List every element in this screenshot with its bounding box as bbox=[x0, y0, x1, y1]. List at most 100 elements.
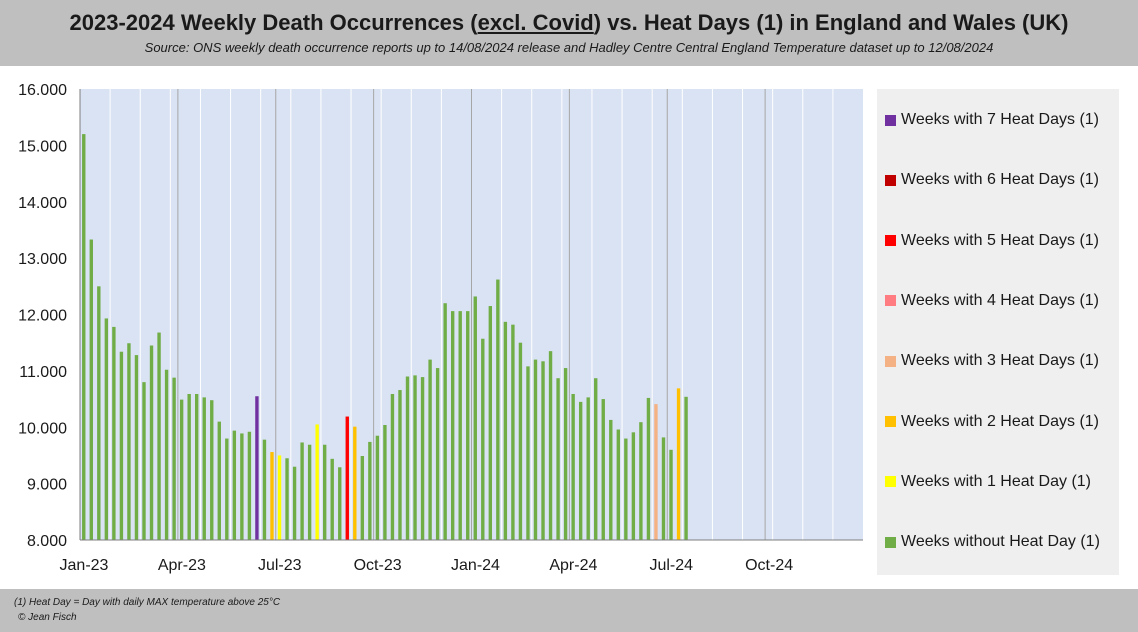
bar bbox=[232, 430, 237, 540]
legend-label: Weeks with 3 Heat Days (1) bbox=[901, 352, 1099, 370]
bar bbox=[330, 458, 334, 540]
x-tick-label: Oct-23 bbox=[354, 557, 402, 574]
bar bbox=[97, 286, 101, 540]
legend-swatch bbox=[885, 476, 896, 488]
bar bbox=[353, 426, 357, 540]
bar bbox=[654, 404, 658, 540]
bar bbox=[89, 239, 93, 541]
legend-swatch bbox=[885, 536, 896, 548]
bar bbox=[684, 396, 688, 540]
bar bbox=[315, 424, 319, 540]
bar bbox=[571, 393, 575, 540]
bar bbox=[127, 343, 131, 540]
bar bbox=[210, 400, 214, 540]
bar bbox=[112, 326, 116, 540]
y-tick-label: 10.000 bbox=[18, 420, 67, 437]
bar bbox=[428, 359, 432, 540]
legend-label: Weeks with 4 Heat Days (1) bbox=[901, 291, 1099, 309]
bar bbox=[292, 466, 297, 540]
bar bbox=[609, 419, 613, 540]
legend-swatch bbox=[885, 174, 896, 186]
bar bbox=[164, 369, 169, 540]
title-underlined-part: excl. Covid bbox=[477, 10, 594, 35]
bar bbox=[458, 311, 462, 540]
bar bbox=[435, 368, 440, 540]
bar bbox=[450, 311, 455, 540]
bar bbox=[616, 429, 621, 540]
bar bbox=[533, 359, 538, 540]
legend-swatch bbox=[885, 114, 896, 126]
x-tick-label: Apr-23 bbox=[158, 557, 206, 574]
bar bbox=[466, 311, 470, 540]
bar bbox=[240, 433, 244, 540]
legend-label: Weeks with 2 Heat Days (1) bbox=[901, 412, 1099, 430]
chart-title: 2023-2024 Weekly Death Occurrences (excl… bbox=[69, 10, 1069, 35]
bar bbox=[676, 388, 681, 540]
bar bbox=[481, 338, 485, 540]
footnote: (1) Heat Day = Day with daily MAX temper… bbox=[14, 597, 281, 608]
chart-subtitle: Source: ONS weekly death occurrence repo… bbox=[144, 40, 994, 55]
y-tick-label: 13.000 bbox=[18, 251, 67, 268]
bar bbox=[526, 366, 530, 540]
bar bbox=[277, 455, 282, 540]
x-tick-label: Apr-24 bbox=[549, 557, 597, 574]
bar bbox=[624, 438, 628, 540]
bar bbox=[338, 467, 342, 540]
x-tick-label: Jan-24 bbox=[451, 557, 500, 574]
bar bbox=[420, 377, 425, 540]
bar bbox=[195, 393, 199, 540]
bar bbox=[578, 401, 583, 540]
bar bbox=[563, 368, 568, 540]
legend-label: Weeks with 1 Heat Day (1) bbox=[901, 472, 1091, 490]
bar bbox=[285, 458, 289, 540]
bar bbox=[405, 376, 410, 540]
bar bbox=[322, 444, 327, 540]
legend-label: Weeks without Heat Day (1) bbox=[901, 533, 1100, 551]
x-tick-label: Jul-23 bbox=[258, 557, 302, 574]
bar bbox=[157, 332, 161, 540]
bar bbox=[383, 424, 387, 540]
y-tick-label: 8.000 bbox=[27, 533, 67, 550]
legend-item: Weeks with 1 Heat Day (1) bbox=[885, 472, 1091, 492]
legend-label: Weeks with 6 Heat Days (1) bbox=[901, 171, 1099, 189]
bar bbox=[398, 390, 402, 540]
bar bbox=[142, 382, 146, 540]
bar bbox=[225, 438, 229, 540]
bar bbox=[270, 452, 274, 540]
legend-swatch bbox=[885, 416, 896, 427]
bar bbox=[601, 399, 605, 540]
bar bbox=[368, 441, 372, 540]
legend-item: Weeks without Heat Day (1) bbox=[885, 532, 1100, 552]
bar bbox=[646, 397, 651, 540]
bar bbox=[548, 351, 553, 540]
bar bbox=[511, 324, 515, 540]
legend-label: Weeks with 5 Heat Days (1) bbox=[901, 231, 1099, 249]
bar bbox=[518, 342, 523, 540]
legend-item: Weeks with 4 Heat Days (1) bbox=[885, 291, 1099, 311]
bar bbox=[134, 355, 139, 540]
bar bbox=[443, 303, 447, 540]
y-tick-label: 11.000 bbox=[19, 364, 67, 381]
x-tick-label: Jul-24 bbox=[649, 557, 693, 574]
bar bbox=[488, 306, 493, 540]
bar bbox=[669, 449, 673, 540]
bar bbox=[247, 431, 252, 540]
y-tick-label: 14.000 bbox=[18, 195, 67, 212]
x-tick-label: Jan-23 bbox=[60, 557, 109, 574]
y-tick-label: 9.000 bbox=[27, 477, 67, 494]
bar bbox=[631, 432, 636, 540]
bar bbox=[179, 399, 184, 540]
bar bbox=[496, 279, 500, 540]
bar bbox=[639, 422, 643, 540]
bar bbox=[586, 397, 590, 540]
bar bbox=[594, 378, 598, 540]
legend-item: Weeks with 7 Heat Days (1) bbox=[885, 110, 1099, 130]
y-tick-label: 16.000 bbox=[18, 82, 67, 99]
bar bbox=[255, 396, 259, 540]
legend-swatch bbox=[885, 235, 896, 247]
bar bbox=[149, 345, 154, 540]
legend-swatch bbox=[885, 355, 896, 367]
bar bbox=[217, 421, 221, 540]
y-tick-label: 15.000 bbox=[18, 138, 67, 155]
